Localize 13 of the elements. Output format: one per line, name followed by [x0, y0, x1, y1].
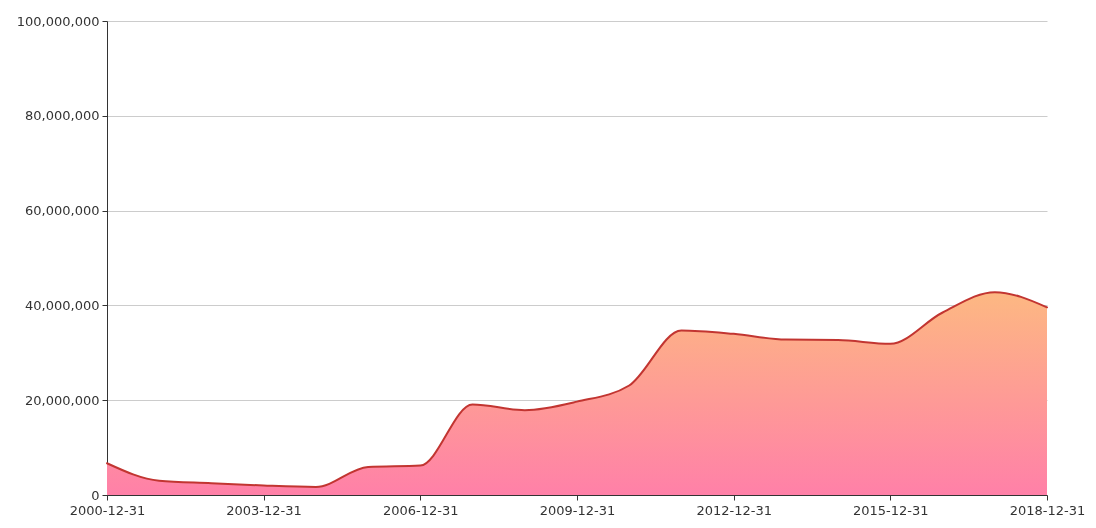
x-tick-label: 2012-12-31	[696, 502, 772, 518]
y-tick-label: 20,000,000	[25, 392, 100, 408]
x-tick-label: 2015-12-31	[853, 502, 929, 518]
x-tick-label: 2006-12-31	[383, 502, 459, 518]
x-tick-label: 2018-12-31	[1009, 502, 1086, 518]
y-tick-label: 60,000,000	[25, 203, 100, 219]
y-tick-label: 0	[91, 487, 100, 503]
y-tick-label: 40,000,000	[25, 297, 100, 313]
y-tick-label: 100,000,000	[16, 13, 100, 29]
x-tick-label: 2003-12-31	[226, 502, 302, 518]
x-tick-label: 2000-12-31	[69, 502, 146, 518]
y-tick-label: 80,000,000	[25, 108, 100, 124]
x-tick-label: 2009-12-31	[539, 502, 616, 518]
